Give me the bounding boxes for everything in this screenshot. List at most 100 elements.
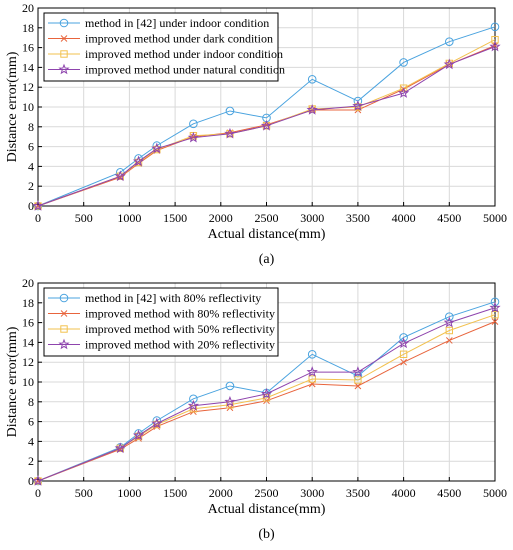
y-tick-label: 20 xyxy=(22,276,34,290)
y-tick-label: 8 xyxy=(28,395,34,409)
data-point xyxy=(490,297,500,307)
data-point xyxy=(443,316,455,328)
x-axis-label: Actual distance(mm) xyxy=(208,227,326,242)
data-point xyxy=(354,382,362,390)
data-point xyxy=(32,475,44,486)
legend-item: method in [42] under indoor condition xyxy=(48,16,269,30)
legend-marker xyxy=(58,338,70,350)
data-point xyxy=(187,131,200,143)
data-point xyxy=(132,429,145,441)
data-point xyxy=(307,74,317,84)
legend-label: improved method with 50% reflectivity xyxy=(85,322,275,336)
chart-a: 0 500 1000 1500 2000 2500 3000 3500 4000 4500 5000… xyxy=(5,1,507,267)
series-line xyxy=(37,46,496,207)
legend-label: improved method under dark condition xyxy=(85,32,273,46)
data-point xyxy=(224,127,236,139)
legend-marker xyxy=(59,18,69,28)
y-tick-label: 16 xyxy=(22,41,34,55)
figure-caption: (b) xyxy=(258,527,275,542)
data-point xyxy=(491,318,499,325)
data-point xyxy=(224,395,236,407)
x-tick-label: 0 xyxy=(35,211,41,225)
y-tick-label: 14 xyxy=(22,60,34,74)
legend-item: improved method under natural condition xyxy=(48,63,285,77)
data-point xyxy=(134,432,143,441)
y-tick-label: 18 xyxy=(22,296,34,310)
data-point xyxy=(354,103,362,111)
x-tick-label: 3000 xyxy=(300,211,324,225)
x-tick-label: 2500 xyxy=(255,486,279,500)
y-tick-label: 4 xyxy=(28,434,34,448)
data-point xyxy=(114,170,126,182)
legend-marker xyxy=(60,35,68,42)
legend-item: improved method with 20% reflectivity xyxy=(48,338,275,352)
legend-marker xyxy=(60,325,68,333)
legend-label: method in [42] under indoor condition xyxy=(85,16,269,30)
legend-item: method in [42] with 80% reflectivity xyxy=(48,291,261,305)
data-point xyxy=(397,337,410,349)
data-point xyxy=(445,37,454,46)
legend-label: improved method with 80% reflectivity xyxy=(85,307,275,321)
data-point xyxy=(353,96,363,106)
data-point xyxy=(187,399,200,411)
data-point xyxy=(308,375,316,383)
data-point xyxy=(134,158,143,167)
series-line xyxy=(37,321,496,482)
data-point xyxy=(489,301,501,313)
x-tick-label: 2500 xyxy=(255,211,279,225)
series-line xyxy=(37,307,496,482)
series-4 xyxy=(32,301,501,486)
y-axis-label: Distance error(mm) xyxy=(5,51,20,162)
data-point xyxy=(399,350,408,358)
data-point xyxy=(306,366,318,377)
x-tick-label: 4000 xyxy=(392,211,416,225)
data-point xyxy=(400,358,407,366)
data-point xyxy=(489,40,501,52)
x-tick-label: 2000 xyxy=(209,211,233,225)
data-point xyxy=(399,58,408,67)
data-point xyxy=(153,145,161,154)
data-point xyxy=(225,106,235,116)
data-point xyxy=(445,326,454,335)
x-tick-label: 1500 xyxy=(163,211,187,225)
y-tick-label: 0 xyxy=(28,474,34,488)
data-point xyxy=(352,100,364,111)
legend: method in [42] under indoor condition imp… xyxy=(43,12,285,82)
y-tick-label: 2 xyxy=(28,454,34,468)
legend-marker xyxy=(60,310,68,317)
data-point xyxy=(151,417,163,429)
x-tick-label: 5000 xyxy=(483,486,507,500)
y-tick-label: 2 xyxy=(28,179,34,193)
y-tick-label: 12 xyxy=(22,80,34,94)
data-point xyxy=(189,119,198,129)
data-point xyxy=(354,376,362,384)
y-tick-label: 0 xyxy=(28,199,34,213)
legend-box xyxy=(43,287,279,357)
x-tick-label: 5000 xyxy=(483,211,507,225)
y-tick-label: 12 xyxy=(22,355,34,369)
data-point xyxy=(260,119,273,131)
x-tick-label: 1000 xyxy=(117,211,141,225)
x-tick-label: 4500 xyxy=(437,211,461,225)
x-tick-label: 4500 xyxy=(437,486,461,500)
y-axis-label: Distance error(mm) xyxy=(5,326,20,437)
data-point xyxy=(490,22,500,32)
data-point xyxy=(306,104,318,115)
x-tick-label: 500 xyxy=(75,211,93,225)
y-tick-label: 8 xyxy=(28,120,34,134)
x-axis-label: Actual distance(mm) xyxy=(208,502,326,517)
legend-item: improved method under indoor condition xyxy=(48,47,283,61)
x-tick-label: 0 xyxy=(35,486,41,500)
legend-label: improved method under natural condition xyxy=(85,63,285,77)
y-tick-label: 14 xyxy=(22,335,34,349)
data-point xyxy=(307,349,317,359)
data-point xyxy=(153,420,161,429)
x-tick-label: 1500 xyxy=(163,486,187,500)
y-tick-label: 4 xyxy=(28,159,34,173)
legend-item: improved method under dark condition xyxy=(48,32,273,46)
data-point xyxy=(491,310,499,319)
y-tick-label: 10 xyxy=(22,375,34,389)
data-point xyxy=(352,366,364,377)
data-point xyxy=(399,84,408,92)
x-tick-label: 2000 xyxy=(209,486,233,500)
